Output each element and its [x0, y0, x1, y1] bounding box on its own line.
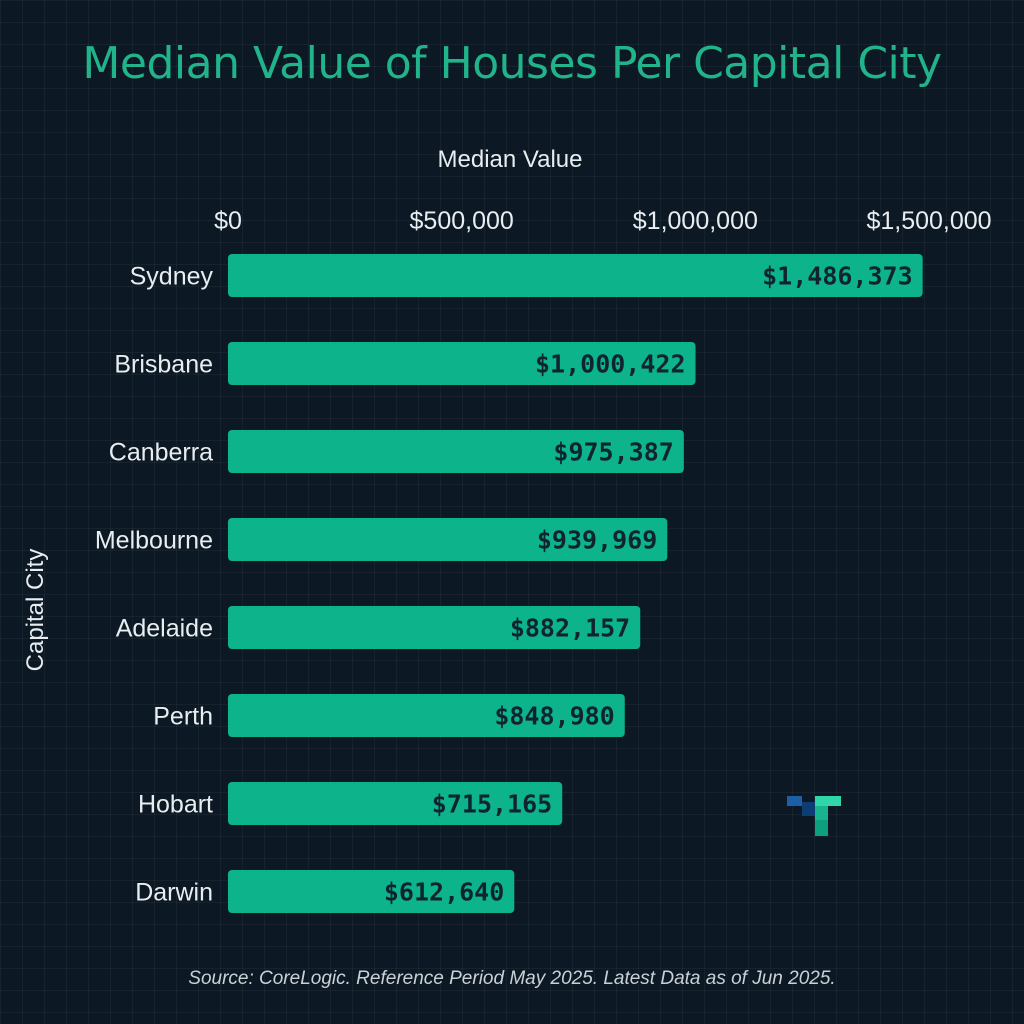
bar — [228, 870, 515, 913]
bar — [228, 782, 563, 825]
bar-value-label: $612,640 — [384, 878, 504, 907]
bar — [228, 430, 684, 473]
bar-value-label: $939,969 — [537, 526, 657, 555]
x-tick-label: $0 — [214, 207, 242, 235]
bar — [228, 694, 625, 737]
bar — [228, 518, 668, 561]
source-note: Source: CoreLogic. Reference Period May … — [188, 968, 836, 989]
y-category-label: Perth — [153, 703, 213, 731]
x-tick-label: $1,500,000 — [866, 207, 991, 235]
x-tick-label: $1,000,000 — [633, 207, 758, 235]
brand-logo-icon — [787, 796, 843, 840]
chart-title: Median Value of Houses Per Capital City — [82, 38, 942, 89]
bar — [228, 606, 641, 649]
bar-value-label: $1,000,422 — [535, 350, 686, 379]
y-category-label: Canberra — [109, 439, 213, 467]
y-category-label: Darwin — [135, 879, 213, 907]
x-axis-label: Median Value — [437, 146, 583, 173]
bar-value-label: $715,165 — [432, 790, 552, 819]
y-category-label: Sydney — [130, 263, 214, 291]
bar-value-label: $882,157 — [510, 614, 630, 643]
bar — [228, 254, 923, 297]
y-category-label: Adelaide — [116, 615, 213, 643]
y-category-label: Brisbane — [114, 351, 213, 379]
y-category-label: Hobart — [138, 791, 213, 819]
bar-value-label: $1,486,373 — [762, 262, 913, 291]
x-tick-label: $500,000 — [410, 207, 514, 235]
y-category-label: Melbourne — [95, 527, 213, 555]
bar-value-label: $975,387 — [553, 438, 673, 467]
bar — [228, 342, 696, 385]
bar-value-label: $848,980 — [494, 702, 614, 731]
